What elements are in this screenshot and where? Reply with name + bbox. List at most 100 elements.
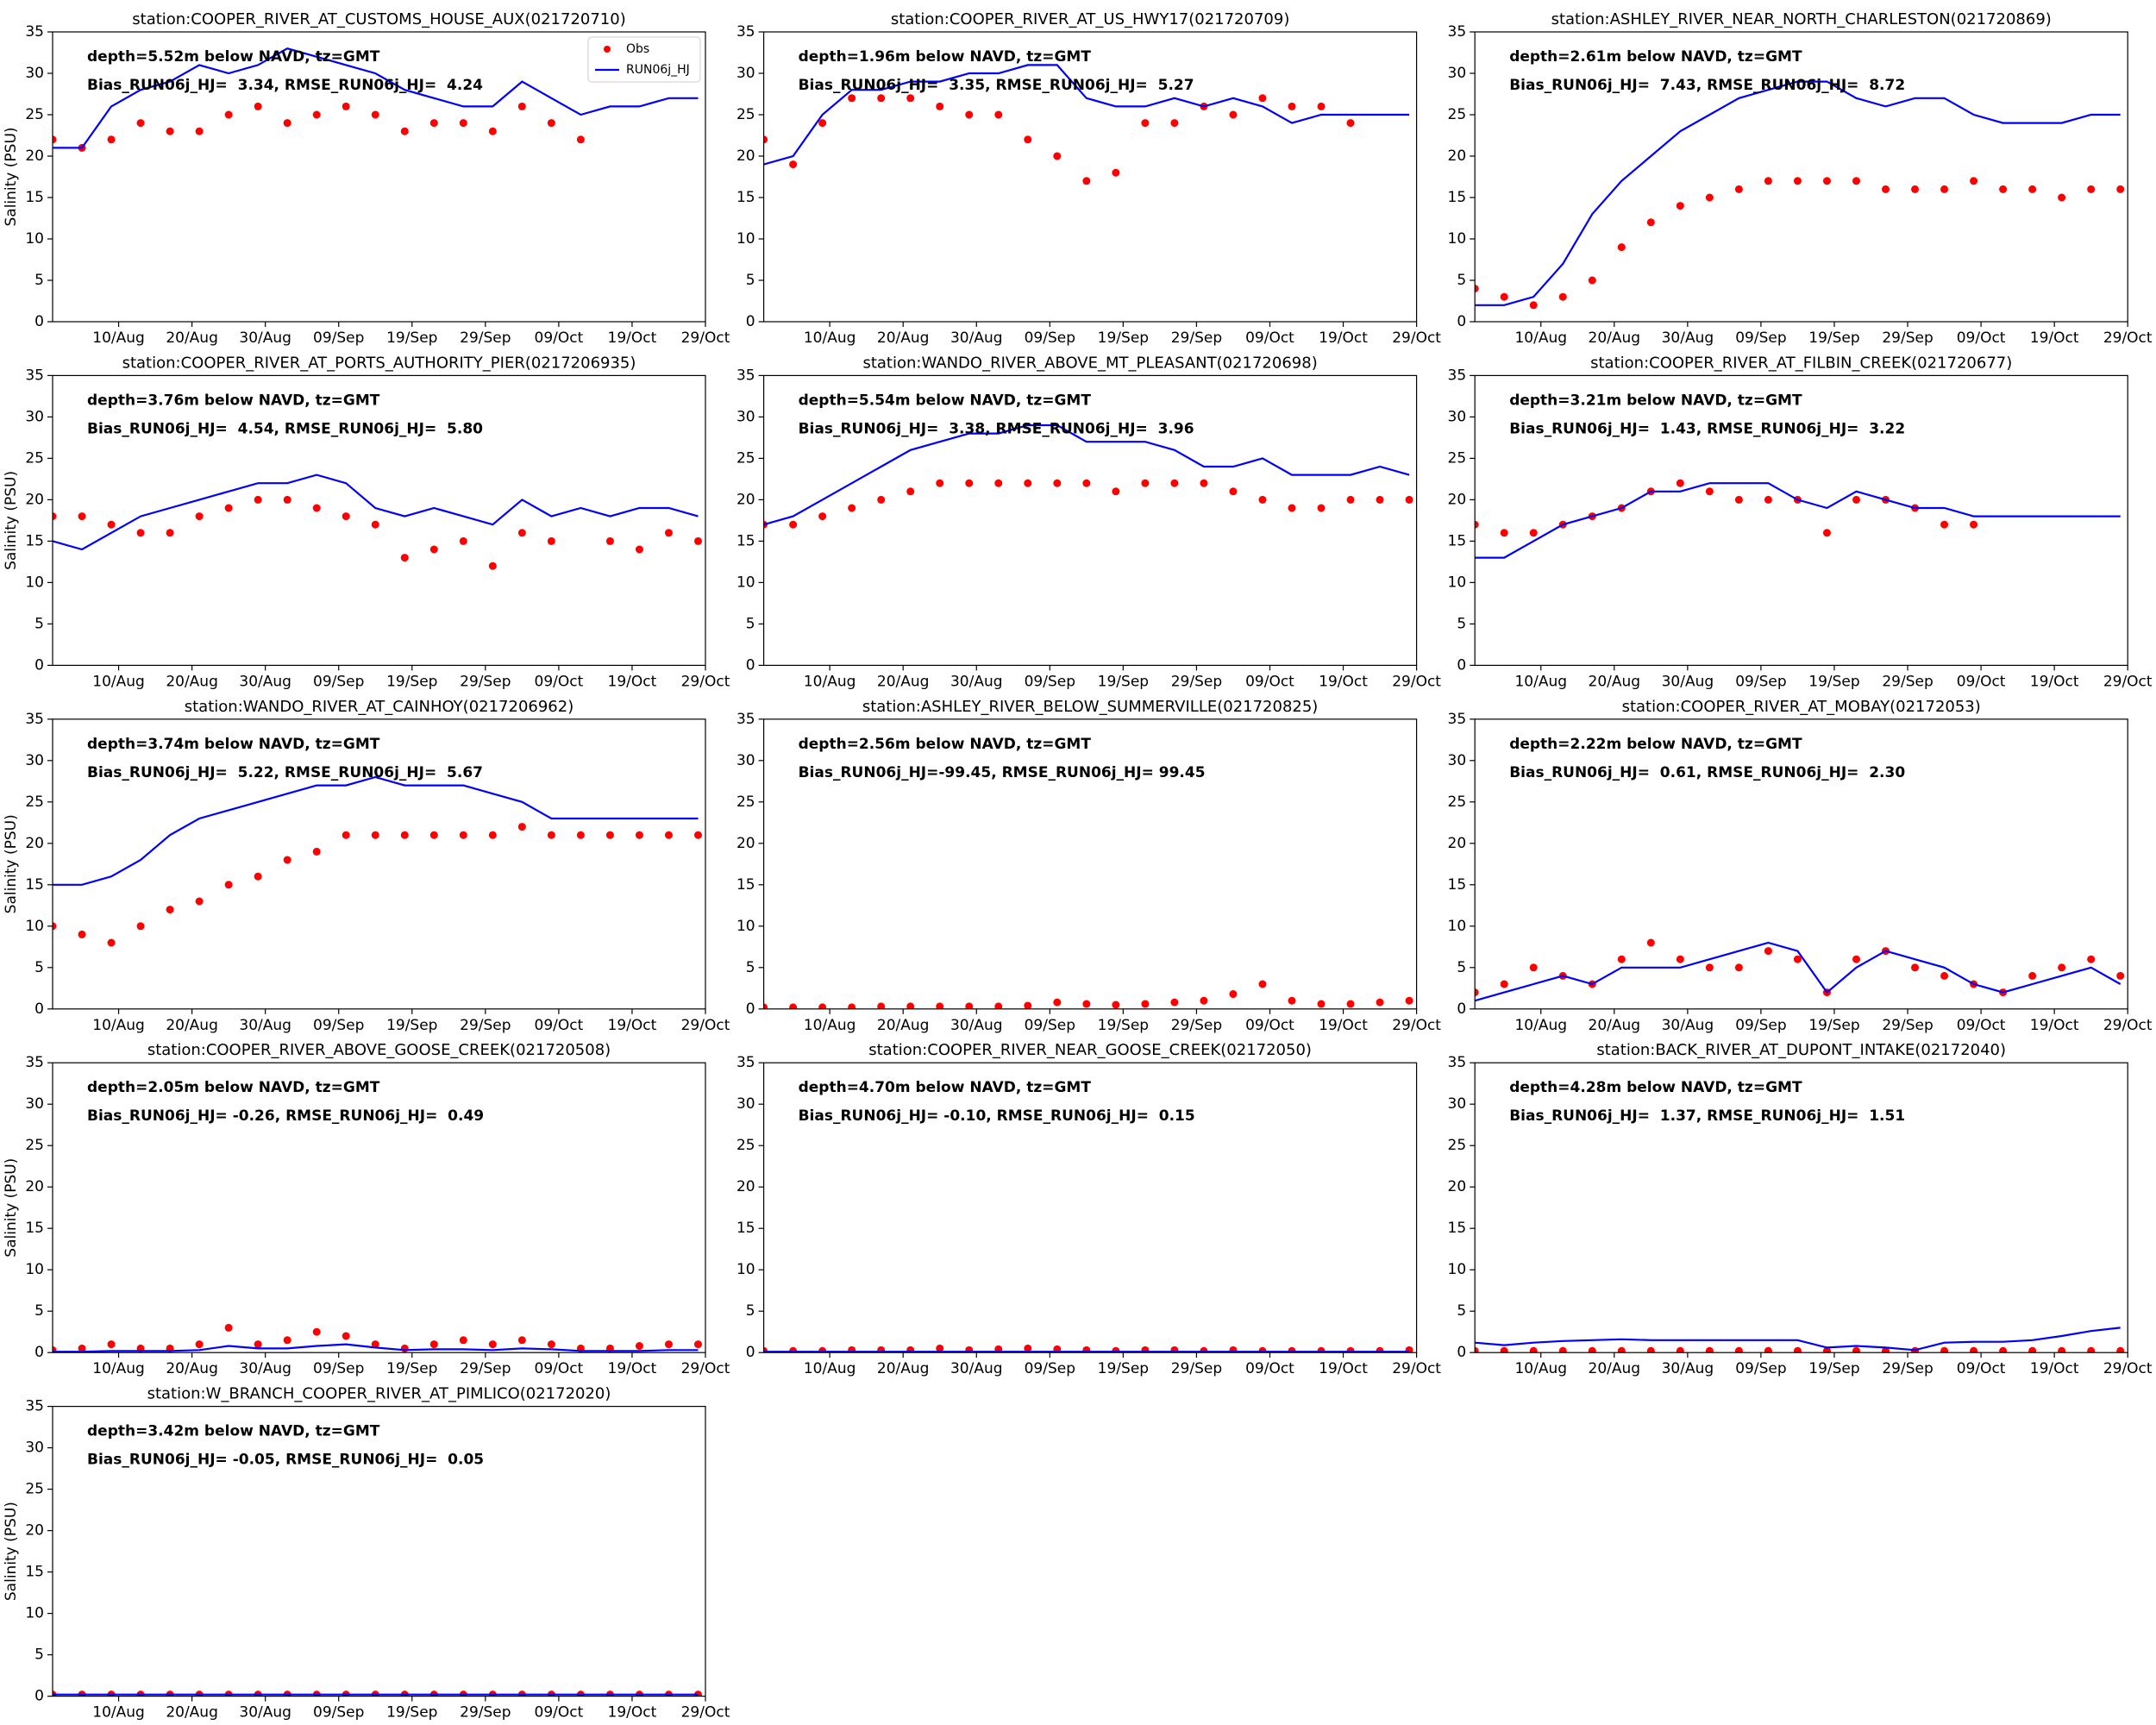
y-tick-label: 20: [736, 491, 755, 508]
model-line: [53, 47, 699, 149]
obs-point: [254, 872, 262, 881]
obs-point: [342, 102, 350, 110]
x-tick-label: 10/Aug: [92, 1360, 145, 1377]
obs-point: [936, 1344, 944, 1352]
x-tick-label: 30/Aug: [239, 673, 291, 690]
obs-point: [1852, 495, 1860, 504]
plot-area: [53, 1323, 702, 1353]
y-tick-label: 20: [25, 1522, 44, 1540]
y-tick-label: 35: [25, 1054, 44, 1071]
obs-point: [78, 930, 86, 938]
y-tick-label: 30: [1448, 1095, 1467, 1113]
obs-point: [2058, 963, 2066, 972]
obs-point: [1317, 504, 1326, 512]
obs-point: [2028, 1346, 2037, 1353]
x-tick-label: 09/Sep: [1735, 329, 1786, 347]
x-tick-label: 09/Oct: [535, 329, 584, 347]
x-tick-label: 29/Sep: [460, 673, 511, 690]
y-tick-label: 15: [1448, 876, 1467, 894]
obs-point: [517, 102, 526, 110]
annotation: Bias_RUN06j_HJ= 3.38, RMSE_RUN06j_HJ= 3.…: [799, 420, 1194, 437]
obs-point: [459, 831, 467, 839]
obs-point: [547, 119, 555, 128]
y-tick-label: 35: [736, 367, 755, 384]
x-tick-label: 30/Aug: [1662, 329, 1714, 347]
x-tick-label: 19/Oct: [608, 1704, 657, 1722]
obs-point: [342, 831, 350, 839]
y-tick-label: 30: [1448, 752, 1467, 769]
obs-point: [107, 135, 116, 144]
y-axis-label: Salinity (PSU): [3, 1158, 20, 1258]
x-tick-label: 29/Sep: [1882, 329, 1933, 347]
x-tick-label: 19/Sep: [1808, 1017, 1859, 1034]
obs-point: [78, 1344, 86, 1352]
y-tick-label: 0: [34, 656, 44, 674]
axes-frame: [1474, 31, 2128, 323]
obs-point: [1475, 520, 1479, 529]
x-tick-label: 29/Oct: [2103, 1360, 2153, 1377]
y-tick-label: 35: [25, 711, 44, 728]
annotation: Bias_RUN06j_HJ= 1.37, RMSE_RUN06j_HJ= 1.…: [1509, 1107, 1905, 1125]
panel: station:COOPER_RIVER_AT_FILBIN_CREEK(021…: [1448, 354, 2153, 690]
y-tick-label: 30: [25, 65, 44, 82]
x-tick-label: 30/Aug: [950, 673, 1003, 690]
y-axis-label: Salinity (PSU): [3, 127, 20, 226]
obs-point: [283, 495, 291, 504]
obs-point: [1676, 1346, 1684, 1353]
x-tick-label: 19/Sep: [386, 1017, 437, 1034]
obs-point: [664, 831, 673, 839]
obs-point: [1141, 119, 1150, 128]
x-tick-label: 29/Sep: [1171, 673, 1222, 690]
obs-point: [254, 495, 262, 504]
y-tick-label: 25: [736, 449, 755, 467]
y-tick-label: 10: [25, 1605, 44, 1622]
obs-point: [1141, 479, 1150, 487]
y-tick-label: 15: [25, 189, 44, 206]
y-tick-label: 10: [25, 230, 44, 248]
obs-point: [994, 110, 1003, 119]
obs-point: [2116, 1346, 2125, 1353]
obs-point: [429, 1340, 438, 1349]
obs-point: [1376, 495, 1384, 504]
obs-point: [693, 1340, 702, 1349]
x-tick-label: 29/Oct: [681, 1704, 730, 1722]
model-line: [1475, 941, 2122, 1002]
y-tick-label: 15: [1448, 189, 1467, 206]
model-line: [53, 775, 699, 886]
panel-title: station:WANDO_RIVER_ABOVE_MT_PLEASANT(02…: [862, 354, 1317, 372]
axes-frame: [1474, 718, 2128, 1010]
obs-point: [1940, 971, 1949, 980]
x-tick-label: 09/Oct: [1957, 329, 2006, 347]
panel-title: station:W_BRANCH_COOPER_RIVER_AT_PIMLICO…: [147, 1385, 611, 1403]
obs-point: [1970, 520, 1978, 529]
panel: station:COOPER_RIVER_AT_CUSTOMS_HOUSE_AU…: [3, 10, 730, 347]
annotation: depth=5.52m below NAVD, tz=GMT: [87, 48, 380, 66]
obs-point: [1024, 135, 1032, 144]
y-tick-label: 15: [736, 1220, 755, 1237]
obs-point: [1500, 292, 1508, 301]
obs-point: [1705, 1346, 1714, 1353]
obs-point: [763, 135, 768, 144]
obs-point: [1705, 487, 1714, 496]
axes-frame: [1474, 374, 2128, 666]
y-tick-label: 20: [1448, 147, 1467, 165]
obs-point: [1288, 996, 1296, 1005]
panel: station:COOPER_RIVER_AT_US_HWY17(0217207…: [736, 10, 1441, 347]
obs-point: [1170, 119, 1179, 128]
obs-point: [107, 1340, 116, 1349]
obs-point: [166, 906, 174, 914]
y-tick-label: 30: [25, 752, 44, 769]
obs-point: [2116, 185, 2125, 193]
y-tick-label: 25: [736, 1137, 755, 1154]
obs-point: [488, 561, 497, 570]
panel-title: station:COOPER_RIVER_AT_CUSTOMS_HOUSE_AU…: [132, 10, 625, 28]
panel-title: station:COOPER_RIVER_AT_PORTS_AUTHORITY_…: [122, 354, 636, 372]
obs-point: [877, 495, 886, 504]
y-tick-label: 10: [736, 918, 755, 935]
y-tick-label: 10: [25, 918, 44, 935]
x-tick-label: 10/Aug: [92, 1704, 145, 1722]
y-tick-label: 10: [1448, 1261, 1467, 1278]
obs-point: [1646, 1346, 1655, 1353]
x-tick-label: 29/Oct: [1392, 673, 1441, 690]
